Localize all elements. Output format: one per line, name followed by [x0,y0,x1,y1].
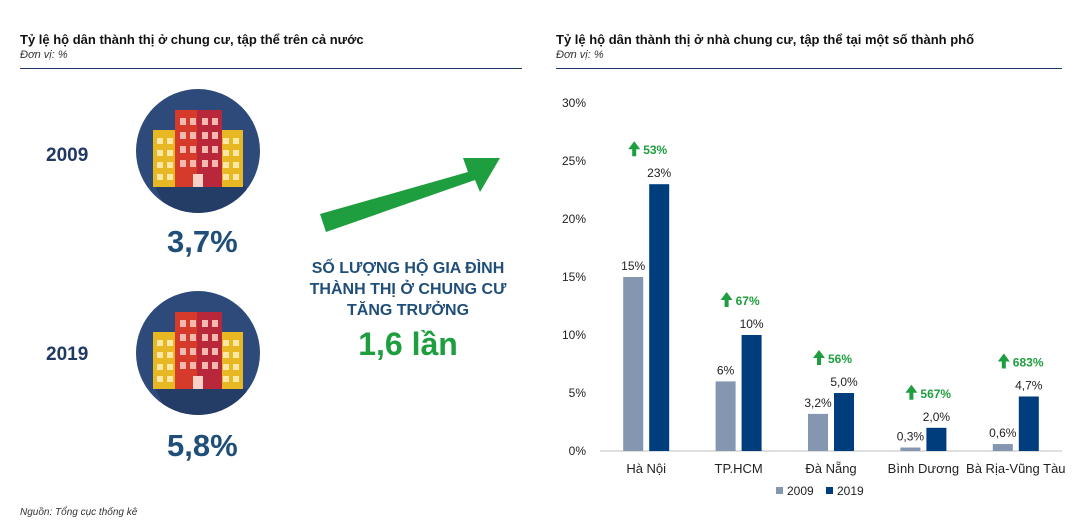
data-label: 5,0% [830,375,858,389]
growth-label: 67% [736,294,760,308]
growth-label: 567% [920,387,951,401]
growth-label: 683% [1013,355,1044,369]
data-label: 6% [717,363,735,377]
bar-2009 [900,447,921,451]
growth-label: 56% [828,352,852,366]
percent-2009: 3,7% [167,224,238,259]
year-label-2019: 2019 [46,344,89,365]
apartment-building-icon [136,291,260,415]
category-label: TP.HCM [715,461,763,476]
data-label: 0,3% [897,430,925,444]
growth-line-2: THÀNH THỊ Ở CHUNG CƯ [309,281,507,298]
bar-2009 [623,277,644,451]
source-note: Nguồn: Tổng cục thống kê [20,507,138,518]
legend-swatch-2009 [776,487,783,494]
category-label: Hà Nội [626,461,666,476]
legend-label-2009: 2009 [787,484,814,498]
data-label: 15% [621,259,645,273]
growth-arrow-icon [628,141,641,157]
bar-2009 [715,381,736,451]
percent-2019: 5,8% [167,428,238,463]
growth-arrow-icon [997,353,1010,369]
y-tick-label: 10% [562,328,586,342]
growth-arrow-icon [905,384,918,400]
year-label-2009: 2009 [46,145,89,166]
growth-arrow-icon [720,292,733,307]
apartment-building-icon [136,89,260,213]
bar-2009 [808,413,828,451]
right-panel-divider [556,68,1062,69]
left-panel-title: Tỷ lệ hộ dân thành thị ở chung cư, tập t… [20,32,364,47]
growth-value: 1,6 lần [358,326,458,362]
y-tick-label: 20% [562,212,586,226]
y-tick-label: 0% [569,444,587,458]
bar-2009 [992,444,1013,451]
data-label: 10% [740,317,764,331]
bar-2019 [834,393,854,451]
y-tick-label: 15% [562,270,586,284]
growth-description: SỐ LƯỢNG HỘ GIA ĐÌNH THÀNH THỊ Ở CHUNG C… [293,258,523,321]
growth-arrow-icon [813,350,825,365]
bar-2019 [1018,396,1039,451]
right-panel-title: Tỷ lệ hộ dân thành thị ở nhà chung cư, t… [556,32,975,47]
y-tick-label: 25% [562,154,586,168]
category-label: Bình Dương [888,461,959,476]
y-tick-label: 5% [569,386,587,400]
data-label: 0,6% [989,426,1017,440]
left-panel-unit: Đơn vị: % [20,49,68,61]
growth-line-1: SỐ LƯỢNG HỘ GIA ĐÌNH [311,260,505,277]
legend-swatch-2019 [826,487,833,494]
category-label: Bà Rịa-Vũng Tàu [966,461,1066,476]
y-tick-label: 30% [562,96,586,110]
legend-label-2019: 2019 [837,484,864,498]
data-label: 2,0% [923,410,951,424]
data-label: 3,2% [804,396,832,410]
bar-2019 [649,184,670,451]
green-arrow-up-right-icon [320,158,500,232]
category-label: Đà Nẵng [805,461,856,476]
growth-label: 53% [643,143,667,157]
data-label: 23% [647,166,671,180]
left-panel-divider [20,68,522,69]
bar-2019 [741,335,762,451]
right-panel-unit: Đơn vị: % [556,49,604,61]
bar-2019 [926,427,947,451]
data-label: 4,7% [1015,378,1043,392]
growth-line-3: TĂNG TRƯỞNG [346,302,470,319]
